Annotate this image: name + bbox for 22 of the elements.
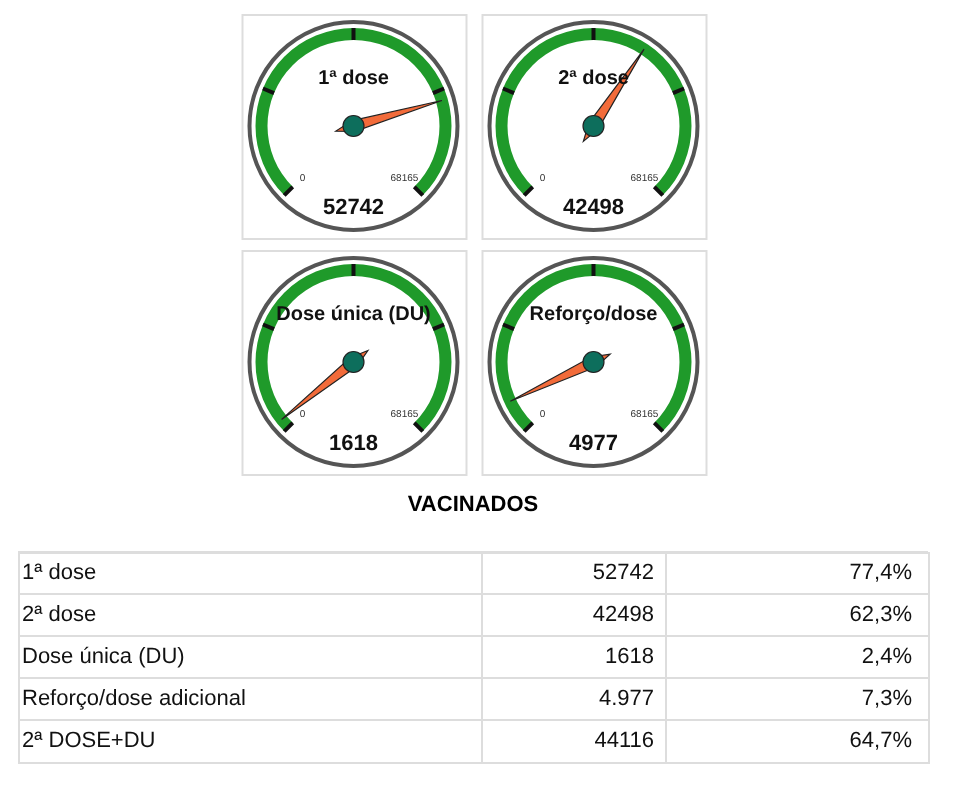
text: 62,3% [849,603,913,627]
text: 44116 [594,729,654,753]
text: Reforço/dose adicional [22,687,246,711]
data-label: 1618 [329,432,378,456]
text: 77,4% [849,561,913,585]
text: 64,7% [849,729,913,753]
text: Dose única (DU) [22,645,185,669]
text: Reforço/dose [529,304,659,326]
text: 2ª DOSE+DU [22,729,156,753]
text: 1ª dose [318,68,390,90]
text: 4.977 [598,687,654,711]
data-label: 42498 [562,196,625,220]
data-label: 4977 [569,432,618,456]
text: 52742 [592,561,654,585]
data-label: 52742 [322,196,385,220]
text: 1618 [605,645,654,669]
text: 7,3% [861,687,913,711]
text: 42498 [592,603,654,627]
text: 2ª dose [22,603,97,627]
text: 2,4% [861,645,913,669]
text: VACINADOS [407,493,539,517]
text: 1ª dose [22,561,97,585]
